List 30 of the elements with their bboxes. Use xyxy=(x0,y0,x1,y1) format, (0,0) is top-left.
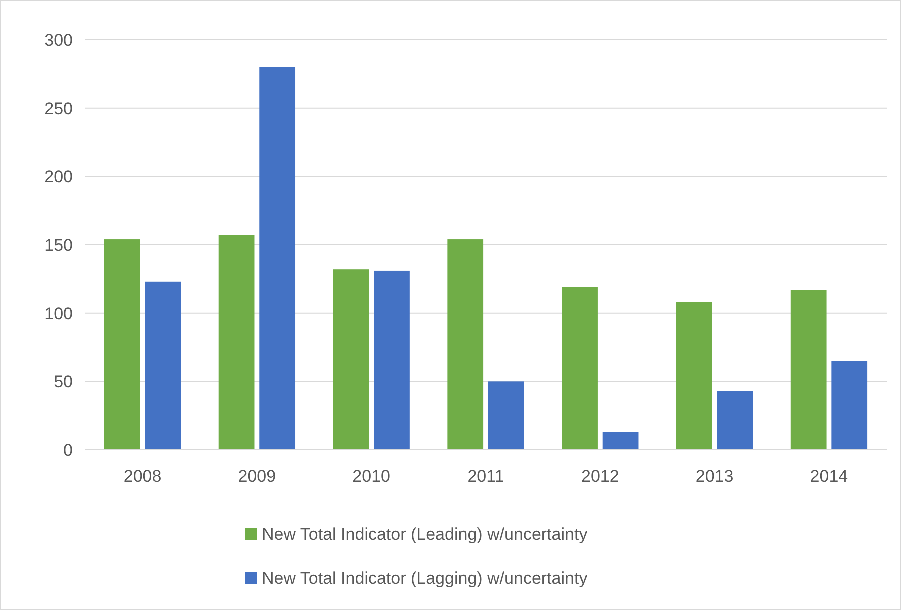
bar xyxy=(602,432,639,450)
y-tick-label: 0 xyxy=(64,440,73,460)
bar xyxy=(562,287,598,450)
x-tick-label: 2009 xyxy=(238,467,276,486)
x-tick-label: 2011 xyxy=(468,467,504,486)
bar xyxy=(717,391,754,450)
x-tick-label: 2013 xyxy=(696,467,734,486)
legend-label: New Total Indicator (Leading) w/uncertainty xyxy=(262,524,588,544)
bar xyxy=(676,302,712,450)
bar xyxy=(488,382,524,450)
x-tick-label: 2014 xyxy=(810,467,848,486)
bar xyxy=(832,361,868,450)
y-tick-label: 100 xyxy=(44,304,73,324)
legend-label: New Total Indicator (Lagging) w/uncertainty xyxy=(262,568,588,588)
bar xyxy=(260,67,296,450)
bar xyxy=(218,235,255,450)
x-tick-label: 2010 xyxy=(352,467,391,486)
bar xyxy=(333,270,370,450)
y-tick-label: 300 xyxy=(44,30,73,50)
bar xyxy=(374,270,410,450)
y-tick-label: 150 xyxy=(44,236,73,255)
y-tick-label: 50 xyxy=(54,372,73,392)
bar xyxy=(448,240,484,450)
y-tick-label: 250 xyxy=(44,99,73,118)
bar xyxy=(104,240,140,450)
bar xyxy=(145,282,182,450)
x-tick-label: 2012 xyxy=(581,467,620,486)
bar xyxy=(790,290,827,450)
y-tick-label: 200 xyxy=(44,168,73,187)
x-tick-label: 2008 xyxy=(124,467,162,486)
